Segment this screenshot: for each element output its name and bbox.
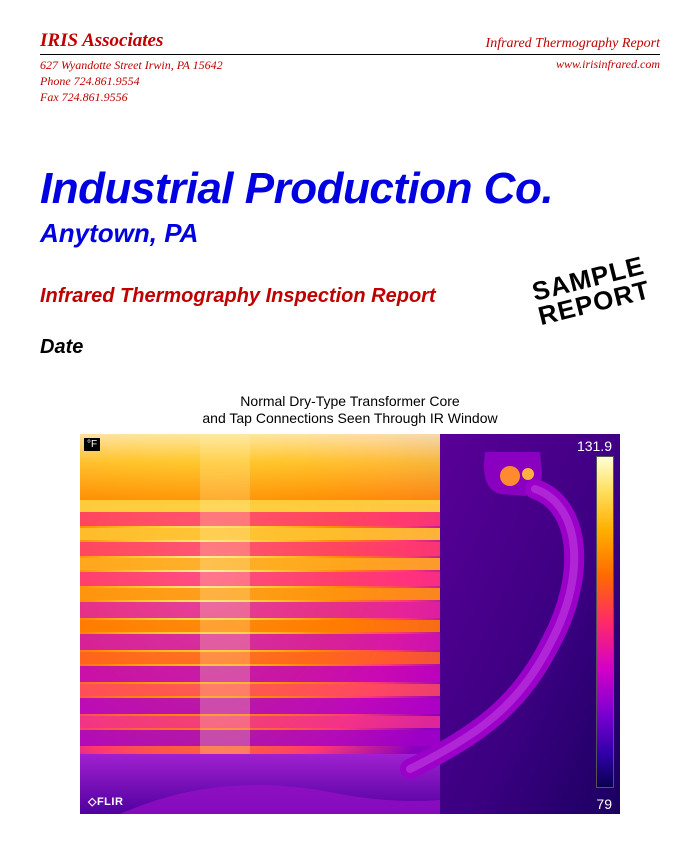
figure-caption: Normal Dry-Type Transformer Core and Tap…: [40, 393, 660, 428]
date-label: Date: [40, 336, 660, 359]
header-row: IRIS Associates Infrared Thermography Re…: [40, 30, 660, 52]
phone-line: Phone 724.861.9554: [40, 73, 223, 89]
caption-line-2: and Tap Connections Seen Through IR Wind…: [202, 410, 497, 426]
flir-brand-badge: ◇FLIR: [88, 795, 123, 808]
company-name: IRIS Associates: [40, 30, 163, 52]
caption-line-1: Normal Dry-Type Transformer Core: [240, 393, 459, 409]
report-cover-page: IRIS Associates Infrared Thermography Re…: [0, 0, 700, 844]
fax-line: Fax 724.861.9556: [40, 89, 223, 105]
color-scale-bar: [596, 456, 614, 788]
thermal-image: °F 131.9 79 ◇FLIR: [80, 434, 620, 814]
title-block: Industrial Production Co. Anytown, PA In…: [40, 164, 660, 359]
contact-block: 627 Wyandotte Street Irwin, PA 15642 Pho…: [40, 57, 223, 106]
client-title: Industrial Production Co.: [40, 164, 660, 214]
address-line: 627 Wyandotte Street Irwin, PA 15642: [40, 57, 223, 73]
website-link: www.irisinfrared.com: [556, 57, 660, 106]
scale-min-label: 79: [596, 796, 612, 812]
header-rule: [40, 54, 660, 55]
thermal-svg: [80, 434, 620, 814]
client-location: Anytown, PA: [40, 218, 660, 249]
header-report-type: Infrared Thermography Report: [486, 36, 660, 52]
scale-max-label: 131.9: [577, 438, 612, 454]
temperature-unit-badge: °F: [84, 438, 100, 451]
thermal-svg-wrap: [80, 434, 620, 814]
header-sub-row: 627 Wyandotte Street Irwin, PA 15642 Pho…: [40, 57, 660, 106]
